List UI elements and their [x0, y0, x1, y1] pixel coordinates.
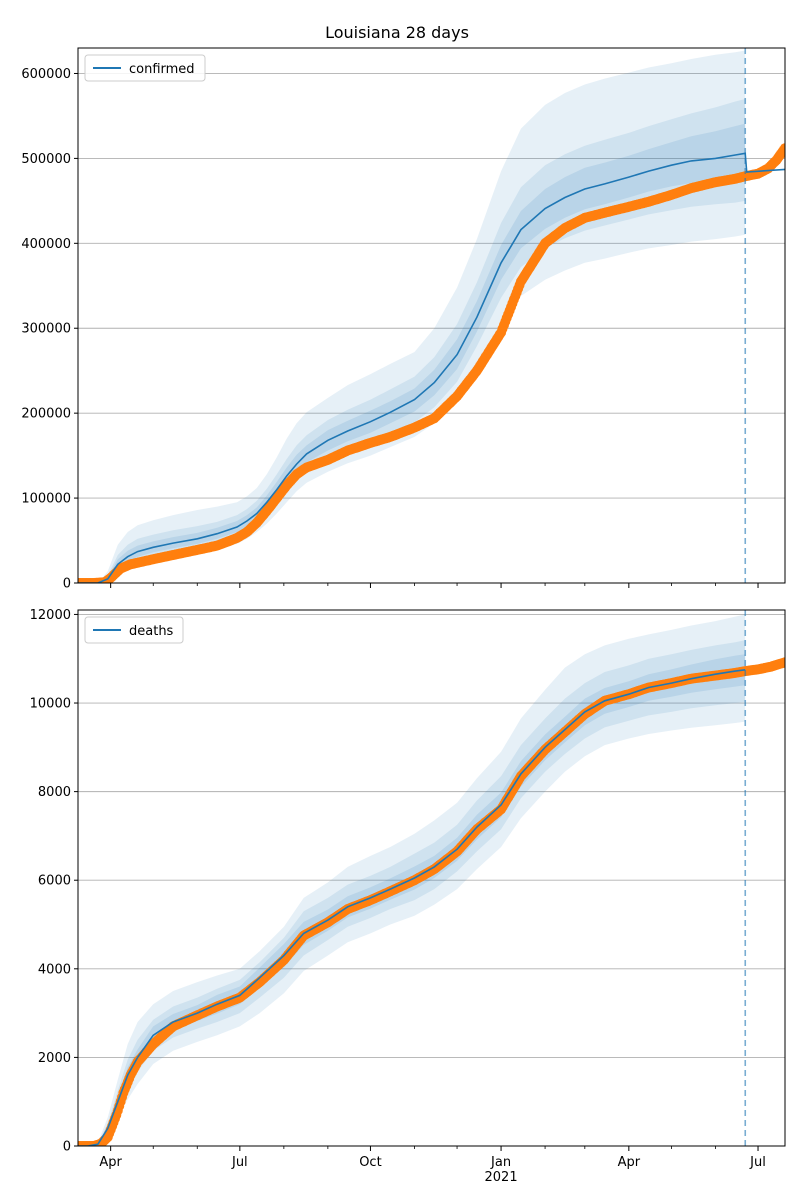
x-tick-label: Apr [99, 1155, 122, 1170]
legend-label: confirmed [129, 62, 195, 77]
y-tick-label: 600000 [21, 67, 71, 82]
legend-label: deaths [129, 624, 174, 639]
deaths-panel: 0 2000 4000 6000 8000 10000 12000 Apr Jul Oct Jan2… [30, 608, 786, 1185]
uncertainty-band-inner [78, 123, 746, 583]
legend: deaths [84, 616, 184, 644]
plot-area [78, 50, 785, 583]
y-tick-label: 8000 [38, 785, 71, 800]
y-tick-label: 0 [63, 577, 71, 592]
model-line [78, 152, 785, 583]
x-tick-label: Jan [490, 1155, 511, 1170]
y-tick-label: 500000 [21, 152, 71, 167]
axes-frame [77, 47, 786, 584]
legend-box [84, 616, 184, 644]
legend: confirmed [84, 54, 206, 82]
observed-point [780, 657, 785, 668]
y-tick-label: 100000 [21, 492, 71, 507]
y-tick-label: 200000 [21, 407, 71, 422]
axes-frame [77, 609, 786, 1147]
model-line [78, 669, 746, 1146]
uncertainty-band-middle [78, 640, 746, 1146]
y-tick-label: 2000 [38, 1051, 71, 1066]
x-tick-label: Apr [618, 1155, 641, 1170]
plot-area [78, 614, 785, 1146]
x-tick-label: Oct [359, 1155, 381, 1170]
x-tick-label: Jul [231, 1155, 248, 1170]
y-tick-label: 6000 [38, 874, 71, 889]
x-tick-label: 2021 [485, 1170, 518, 1185]
uncertainty-band-outer [78, 50, 746, 583]
y-tick-label: 12000 [30, 608, 71, 623]
confirmed-panel: 0 100000 200000 300000 400000 500000 600000 con… [21, 47, 786, 592]
legend-box [84, 54, 206, 82]
y-tick-label: 300000 [21, 322, 71, 337]
y-tick-label: 4000 [38, 962, 71, 977]
y-tick-label: 10000 [30, 697, 71, 712]
chart-title: Louisiana 28 days [325, 23, 469, 42]
x-tick-label: Jul [749, 1155, 766, 1170]
observed-point [780, 143, 785, 154]
y-tick-label: 400000 [21, 237, 71, 252]
y-tick-label: 0 [63, 1140, 71, 1155]
